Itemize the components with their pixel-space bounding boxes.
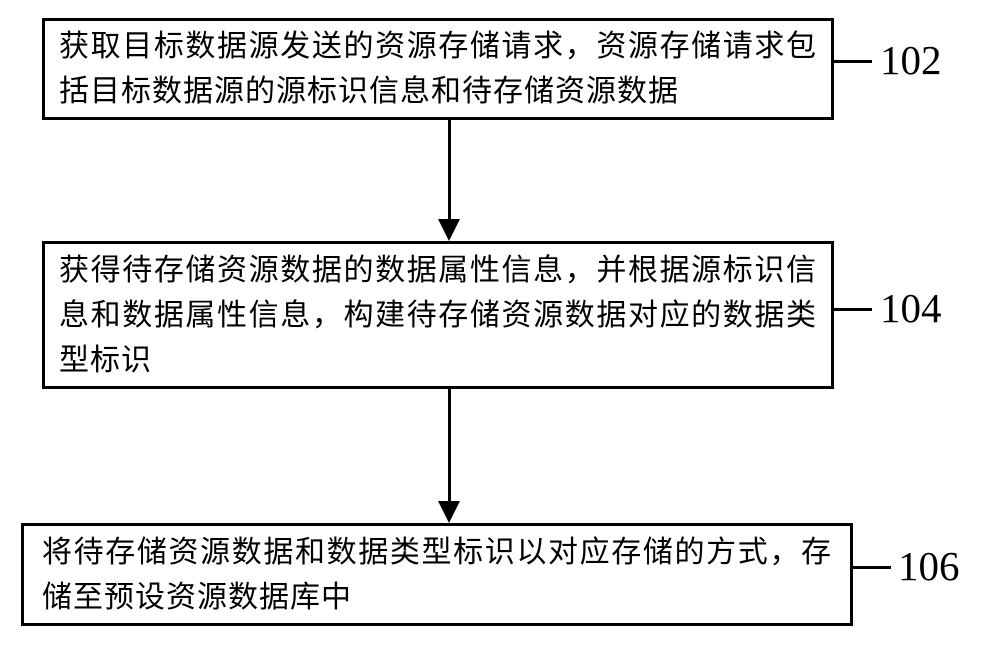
flow-label-102: 102 <box>880 36 942 84</box>
arrow-104-to-106 <box>438 389 460 523</box>
flow-step-102: 获取目标数据源发送的资源存储请求，资源存储请求包括目标数据源的源标识信息和待存储… <box>42 18 834 120</box>
label-tick-104 <box>834 308 872 311</box>
flow-step-106: 将待存储资源数据和数据类型标识以对应存储的方式，存储至预设资源数据库中 <box>21 523 853 626</box>
label-tick-102 <box>834 60 872 63</box>
arrow-102-to-104 <box>438 120 460 241</box>
label-tick-106 <box>853 566 891 569</box>
flow-label-106: 106 <box>898 542 960 590</box>
flow-label-104: 104 <box>880 284 942 332</box>
flow-step-104: 获得待存储资源数据的数据属性信息，并根据源标识信息和数据属性信息，构建待存储资源… <box>42 241 834 389</box>
flow-step-104-text: 获得待存储资源数据的数据属性信息，并根据源标识信息和数据属性信息，构建待存储资源… <box>55 248 821 383</box>
flow-step-106-text: 将待存储资源数据和数据类型标识以对应存储的方式，存储至预设资源数据库中 <box>38 530 836 620</box>
flow-step-102-text: 获取目标数据源发送的资源存储请求，资源存储请求包括目标数据源的源标识信息和待存储… <box>55 24 821 114</box>
